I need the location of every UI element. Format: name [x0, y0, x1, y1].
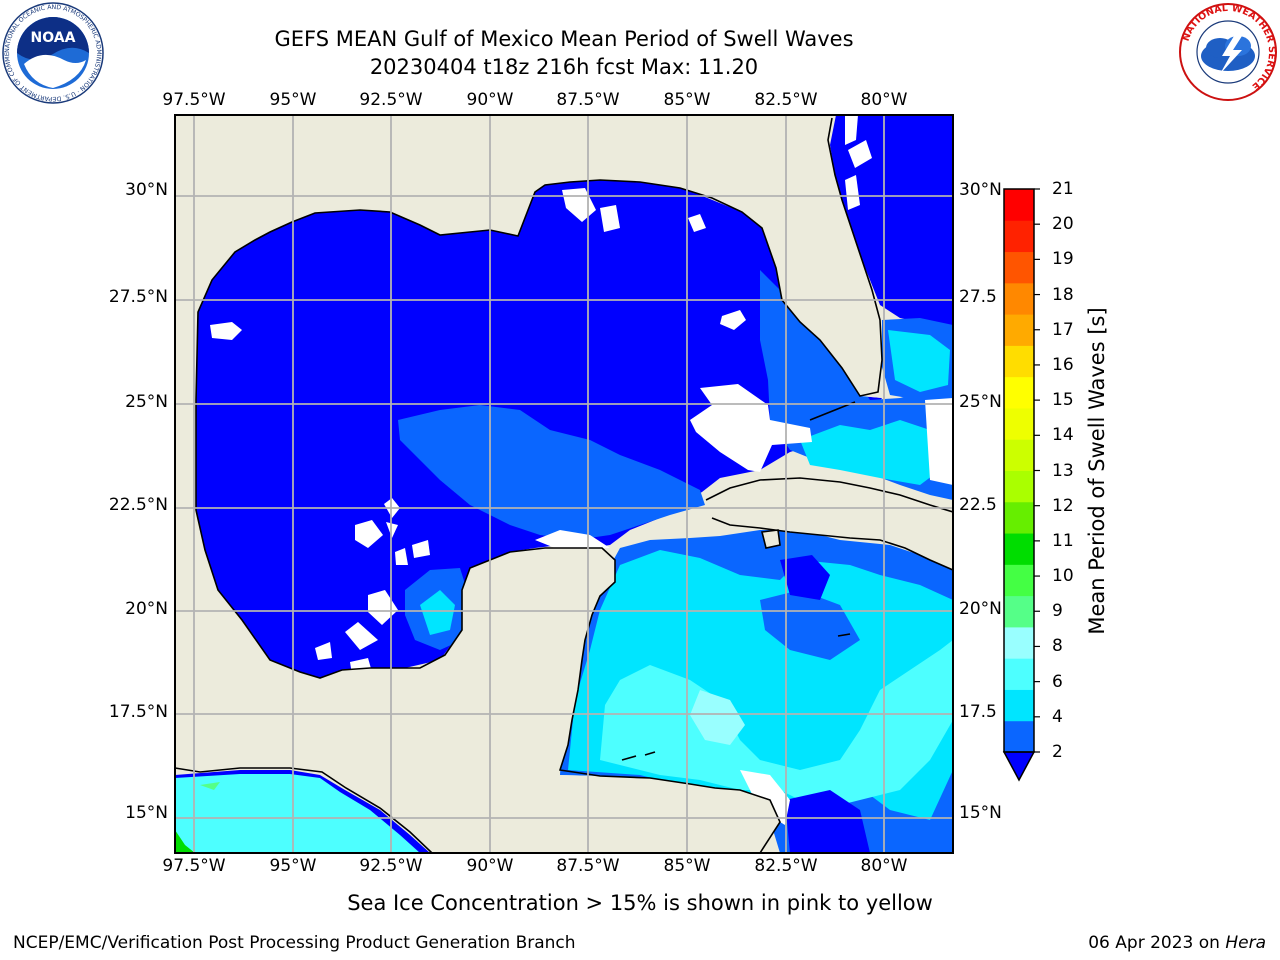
colorbar-tick-label: 20	[1052, 214, 1074, 235]
caribbean-light-region	[600, 640, 953, 810]
chart-title: GEFS MEAN Gulf of Mexico Mean Period of …	[274, 27, 854, 51]
colorbar-tick-label: 10	[1052, 566, 1074, 587]
colorbar-segment	[1004, 595, 1034, 628]
colorbar-tick-label: 2	[1052, 742, 1063, 762]
pacific-green-patch	[200, 782, 220, 790]
colorbar-tick-label: 13	[1052, 460, 1074, 481]
lat-tick-left: 15°N	[125, 803, 168, 823]
lat-tick-left: 17.5°N	[108, 702, 168, 722]
nws-logo: NATIONAL WEATHER SERVICE	[1179, 3, 1277, 101]
lat-tick-left: 20°N	[125, 599, 168, 619]
caribbean-deep-patch	[760, 590, 860, 660]
lon-tick-top: 90°W	[466, 90, 514, 110]
atlantic-field	[828, 115, 953, 330]
colorbar-tick-label: 18	[1052, 284, 1074, 305]
campeche-cyan	[420, 590, 455, 635]
colorbar-tick-label: 11	[1052, 530, 1074, 551]
colorbar-segment	[1004, 282, 1034, 315]
lat-tick-right: 22.5	[959, 495, 997, 515]
colorbar-segment	[1004, 376, 1034, 409]
colorbar-segment	[1004, 626, 1034, 659]
graticule	[175, 115, 953, 853]
straits-cyan	[800, 420, 940, 485]
colorbar-segment	[1004, 220, 1034, 253]
run-date-text: 06 Apr 2023 on	[1088, 933, 1220, 953]
caribbean-south-navy	[785, 790, 870, 853]
florida-peninsula-land	[700, 115, 882, 396]
colorbar-segment	[1004, 439, 1034, 471]
colorbar-tick-label: 19	[1052, 249, 1074, 270]
lon-tick-bottom: 85°W	[663, 856, 711, 876]
caribbean-navy-patch	[780, 555, 830, 600]
lat-tick-right: 30°N	[959, 180, 1002, 200]
lat-tick-left: 22.5°N	[108, 495, 168, 515]
colorbar-under-arrow	[1002, 751, 1036, 782]
noaa-logo-text: NOAA	[31, 30, 76, 46]
colorbar-tick-label: 16	[1052, 354, 1074, 375]
colorbar-tick-label: 4	[1052, 706, 1063, 727]
colorbar-segment	[1004, 564, 1034, 597]
lat-tick-right: 20°N	[959, 599, 1002, 619]
colorbar-segment	[1004, 314, 1034, 346]
lat-tick-right: 17.5	[959, 702, 997, 722]
lon-tick-bottom: 82.5°W	[754, 856, 818, 876]
lon-tick-bottom: 97.5°W	[162, 856, 226, 876]
lon-tick-top: 87.5°W	[556, 90, 620, 110]
sea-ice-note: Sea Ice Concentration > 15% is shown in …	[347, 891, 933, 915]
colorbar-tick-label: 6	[1052, 671, 1063, 692]
colorbar-tick-label: 21	[1052, 179, 1074, 199]
credit-text: NCEP/EMC/Verification Post Processing Pr…	[13, 933, 576, 953]
lat-tick-left: 25°N	[125, 392, 168, 412]
cuba-land	[706, 478, 953, 570]
lon-tick-top: 85°W	[663, 90, 711, 110]
lon-tick-bottom: 95°W	[269, 856, 317, 876]
colorbar-tick-label: 12	[1052, 495, 1074, 516]
colorbar-segment	[1004, 501, 1034, 534]
lon-tick-bottom: 87.5°W	[556, 856, 620, 876]
lon-tick-bottom: 90°W	[466, 856, 514, 876]
atlantic-cyan	[888, 330, 950, 392]
colorbar-segment	[1004, 689, 1034, 722]
lon-tick-bottom: 92.5°W	[359, 856, 423, 876]
lat-tick-right: 27.5	[959, 287, 997, 307]
lon-tick-top: 97.5°W	[162, 90, 226, 110]
coastlines	[175, 117, 953, 853]
pacific-cyan	[175, 774, 420, 853]
pacific-green-corner	[175, 830, 195, 853]
colorbar-segment	[1004, 189, 1034, 221]
lat-tick-right: 15°N	[959, 803, 1002, 823]
colorbar-tick-label: 17	[1052, 319, 1074, 340]
central-gulf-band	[398, 405, 705, 540]
lon-tick-top: 95°W	[269, 90, 317, 110]
colorbar-segment	[1004, 251, 1034, 284]
lat-tick-left: 27.5°N	[108, 287, 168, 307]
machine-name: Hera	[1225, 933, 1266, 953]
lon-tick-top: 92.5°W	[359, 90, 423, 110]
lat-tick-right: 25°N	[959, 392, 1002, 412]
colorbar-segment	[1004, 345, 1034, 378]
colorbar-segment	[1004, 720, 1034, 753]
colorbar-tick-label: 8	[1052, 636, 1063, 657]
lon-tick-top: 80°W	[860, 90, 908, 110]
chart-subtitle: 20230404 t18z 216h fcst Max: 11.20	[369, 55, 759, 79]
run-date: 06 Apr 2023 on Hera	[1088, 933, 1266, 953]
colorbar-tick-label: 14	[1052, 425, 1074, 446]
lat-tick-left: 30°N	[125, 180, 168, 200]
colorbar-segment	[1004, 470, 1034, 503]
lon-tick-bottom: 80°W	[860, 856, 908, 876]
map-frame	[174, 114, 954, 854]
lon-tick-top: 82.5°W	[754, 90, 818, 110]
colorbar-tick-label: 15	[1052, 390, 1074, 411]
colorbar-segment	[1004, 658, 1034, 690]
noaa-logo: NATIONAL OCEANIC AND ATMOSPHERIC ADMINIS…	[2, 2, 104, 104]
colorbar-segment	[1004, 533, 1034, 565]
colorbar-tick-label: 9	[1052, 601, 1063, 622]
caribbean-pale-patch	[690, 690, 745, 745]
colorbar-segment	[1004, 407, 1034, 440]
isle-of-youth-land	[762, 530, 780, 548]
colorbar-label: Mean Period of Swell Waves [s]	[1085, 307, 1109, 635]
